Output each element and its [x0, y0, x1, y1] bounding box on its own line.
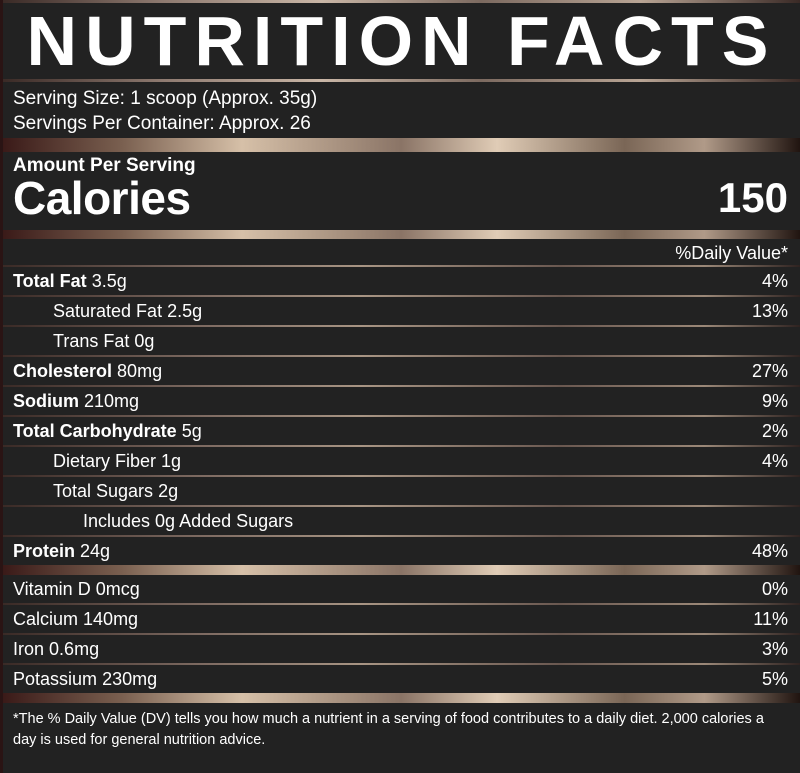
nutrient-amount: 5g [181, 420, 202, 441]
serving-size: Serving Size: 1 scoop (Approx. 35g) [13, 88, 318, 109]
nutrient-name: Total Carbohydrate 5g [13, 421, 202, 442]
row-divider [3, 475, 800, 477]
daily-value-header: %Daily Value* [675, 243, 788, 263]
vitamin-label: Iron [13, 638, 45, 659]
calories-label: Calories [13, 172, 191, 224]
vitamin-amount: 230mg [102, 668, 158, 689]
nutrient-daily-value: 2% [761, 420, 788, 441]
vitamin-daily-value: 5% [761, 668, 788, 689]
top-divider [3, 0, 800, 3]
nutrient-amount: 3.5g [91, 270, 127, 291]
row-divider [3, 385, 800, 387]
nutrient-row: Saturated Fat 2.5g 13% [3, 297, 800, 325]
nutrient-label: Trans Fat [53, 330, 130, 351]
thick-divider-vitamins [3, 693, 800, 703]
row-divider [3, 295, 800, 297]
nutrient-row: Cholesterol 80mg 27% [3, 357, 800, 385]
nutrient-daily-value: 48% [751, 540, 788, 561]
row-divider [3, 633, 800, 635]
nutrient-label: Sodium [13, 390, 79, 411]
nutrient-daily-value: 4% [761, 270, 788, 291]
vitamin-name: Iron 0.6mg [13, 639, 99, 660]
nutrient-label: Dietary Fiber [53, 450, 157, 471]
row-divider [3, 325, 800, 327]
nutrient-name: Dietary Fiber 1g [13, 451, 181, 472]
vitamin-amount: 0.6mg [49, 638, 100, 659]
nutrient-amount: 1g [161, 450, 182, 471]
row-divider [3, 265, 800, 267]
nutrient-row: Trans Fat 0g [3, 327, 800, 355]
title-divider [3, 79, 800, 82]
nutrient-row: Sodium 210mg 9% [3, 387, 800, 415]
nutrient-row: Total Carbohydrate 5g 2% [3, 417, 800, 445]
nutrient-name: Total Fat 3.5g [13, 271, 127, 292]
nutrient-label: Includes 0g Added Sugars [83, 510, 294, 531]
nutrient-row: Protein 24g 48% [3, 537, 800, 565]
nutrient-amount: 24g [80, 540, 111, 561]
row-divider [3, 603, 800, 605]
nutrient-label: Total Carbohydrate [13, 420, 177, 441]
thick-divider-calories [3, 230, 800, 239]
vitamin-row: Vitamin D 0mcg 0% [3, 575, 800, 603]
nutrient-amount: 2.5g [167, 300, 203, 321]
nutrient-name: Cholesterol 80mg [13, 361, 162, 382]
row-divider [3, 663, 800, 665]
daily-value-footnote: *The % Daily Value (DV) tells you how mu… [13, 711, 764, 748]
vitamin-name: Calcium 140mg [13, 609, 138, 630]
nutrient-label: Total Fat [13, 270, 87, 291]
vitamin-name: Vitamin D 0mcg [13, 579, 140, 600]
amount-per-serving-label: Amount Per Serving [13, 155, 196, 176]
nutrient-amount: 0g [134, 330, 155, 351]
vitamin-daily-value: 3% [761, 638, 788, 659]
nutrient-row: Dietary Fiber 1g 4% [3, 447, 800, 475]
nutrient-label: Saturated Fat [53, 300, 163, 321]
nutrient-name: Includes 0g Added Sugars [13, 511, 293, 532]
vitamin-daily-value: 0% [761, 578, 788, 599]
nutrient-daily-value: 13% [751, 300, 788, 321]
vitamin-label: Vitamin D [13, 578, 91, 599]
row-divider [3, 505, 800, 507]
row-divider [3, 415, 800, 417]
vitamin-amount: 0mcg [95, 578, 140, 599]
row-divider [3, 355, 800, 357]
nutrient-daily-value: 4% [761, 450, 788, 471]
nutrient-amount: 80mg [117, 360, 163, 381]
thick-divider-serving [3, 138, 800, 152]
nutrient-label: Protein [13, 540, 76, 561]
thick-divider-protein [3, 565, 800, 575]
vitamin-row: Iron 0.6mg 3% [3, 635, 800, 663]
vitamin-list: Vitamin D 0mcg 0% Calcium 140mg 11% Iron 0.6… [3, 575, 800, 693]
nutrient-amount: 2g [158, 480, 179, 501]
row-divider [3, 535, 800, 537]
vitamin-label: Potassium [13, 668, 98, 689]
vitamin-name: Potassium 230mg [13, 669, 157, 690]
nutrient-daily-value: 9% [761, 390, 788, 411]
nutrient-name: Sodium 210mg [13, 391, 139, 412]
serving-info: Serving Size: 1 scoop (Approx. 35g) Serv… [3, 82, 800, 138]
nutrient-row: Includes 0g Added Sugars [3, 507, 800, 535]
nutrient-label: Total Sugars [53, 480, 154, 501]
nutrient-daily-value: 27% [751, 360, 788, 381]
nutrient-name: Total Sugars 2g [13, 481, 178, 502]
nutrient-row: Total Fat 3.5g 4% [3, 267, 800, 295]
servings-per-container: Servings Per Container: Approx. 26 [13, 113, 311, 134]
nutrient-list: Total Fat 3.5g 4% Saturated Fat 2.5g 13% Tra… [3, 267, 800, 565]
vitamin-daily-value: 11% [753, 608, 788, 629]
nutrient-row: Total Sugars 2g [3, 477, 800, 505]
nutrient-amount: 210mg [84, 390, 140, 411]
vitamin-amount: 140mg [83, 608, 139, 629]
nutrient-name: Saturated Fat 2.5g [13, 301, 202, 322]
calories-block: Amount Per Serving Calories 150 [3, 152, 800, 230]
nutrient-name: Protein 24g [13, 541, 110, 562]
vitamin-row: Calcium 140mg 11% [3, 605, 800, 633]
calories-value: 150 [717, 174, 788, 221]
nutrient-label: Cholesterol [13, 360, 113, 381]
vitamin-row: Potassium 230mg 5% [3, 665, 800, 693]
panel-title: NUTRITION FACTS [26, 2, 777, 80]
vitamin-label: Calcium [13, 608, 79, 629]
row-divider [3, 445, 800, 447]
nutrient-name: Trans Fat 0g [13, 331, 154, 352]
